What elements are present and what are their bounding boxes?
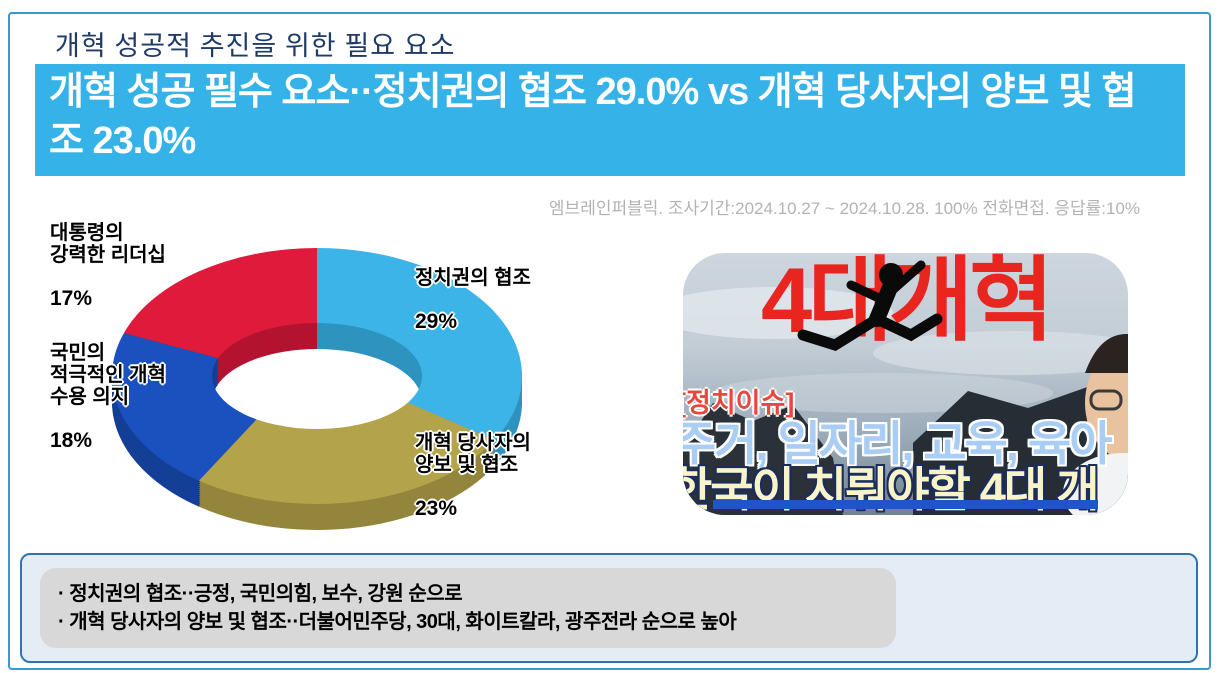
label-line: 정치권의 협조 <box>415 267 531 289</box>
jumping-person-icon <box>797 260 943 351</box>
news-thumbnail-image: 4대개혁 [정치이슈] 주거, 일자리, 교육, 육아 한국이 치뤄야할 4대 … <box>683 253 1128 515</box>
survey-methodology-note: 엠브레인퍼블릭. 조사기간:2024.10.27 ~ 2024.10.28. 1… <box>548 199 1140 218</box>
label-line: 적극적인 개혁 <box>50 364 166 386</box>
summary-bullet-1: · 정치권의 협조··긍정, 국민의힘, 보수, 강원 순으로 <box>58 583 463 605</box>
cliff-silhouette <box>683 403 843 515</box>
label-line: 국민의 <box>50 342 106 364</box>
page-title: 개혁 성공적 추진을 위한 필요 요소 <box>55 31 456 61</box>
cloud-shape <box>683 287 893 339</box>
cloud-shape <box>873 331 1128 375</box>
findings-summary-box: · 정치권의 협조··긍정, 국민의힘, 보수, 강원 순으로 · 개혁 당사자… <box>20 553 1198 663</box>
donut-chart <box>111 248 522 530</box>
slide-page: 개혁 성공적 추진을 위한 필요 요소 개혁 성공 필수 요소··정치권의 협조… <box>8 12 1211 670</box>
chart-label-public-acceptance: 국민의 적극적인 개혁 수용 의지 18% <box>50 342 166 452</box>
chart-label-president-leadership: 대통령의 강력한 리더십 17% <box>50 222 166 310</box>
chart-label-political-cooperation: 정치권의 협조 29% <box>415 267 531 333</box>
findings-summary-inner: · 정치권의 협조··긍정, 국민의힘, 보수, 강원 순으로 · 개혁 당사자… <box>40 568 896 648</box>
headline-text: 개혁 성공 필수 요소··정치권의 협조 29.0% vs 개혁 당사자의 양보… <box>49 71 1137 162</box>
thumbnail-subtitle-1: 주거, 일자리, 교육, 육아 <box>683 417 1113 470</box>
summary-bullet-2: · 개혁 당사자의 양보 및 협조··더불어민주당, 30대, 화이트칼라, 광… <box>58 611 737 633</box>
value-29: 29% <box>415 310 458 333</box>
presenter-face <box>1063 333 1128 515</box>
label-line: 강력한 리더십 <box>50 244 166 266</box>
thumbnail-figures <box>797 260 1128 515</box>
label-line: 개혁 당사자의 <box>415 432 531 454</box>
value-18: 18% <box>50 429 93 452</box>
headline-banner: 개혁 성공 필수 요소··정치권의 협조 29.0% vs 개혁 당사자의 양보… <box>35 64 1185 176</box>
donut-segment-3 <box>123 248 317 359</box>
thumbnail-topic-tag: [정치이슈] <box>683 388 795 418</box>
chart-label-stakeholder-concession: 개혁 당사자의 양보 및 협조 23% <box>415 432 531 520</box>
donut-segment-0 <box>317 248 522 440</box>
label-line: 대통령의 <box>50 222 124 244</box>
label-line: 수용 의지 <box>50 386 130 408</box>
value-17: 17% <box>50 287 93 310</box>
thumbnail-bottom-strip <box>713 500 1098 509</box>
label-line: 양보 및 협조 <box>415 454 519 476</box>
donut-segment-2 <box>111 332 257 481</box>
donut-segment-1 <box>198 402 495 504</box>
value-23: 23% <box>415 497 458 520</box>
